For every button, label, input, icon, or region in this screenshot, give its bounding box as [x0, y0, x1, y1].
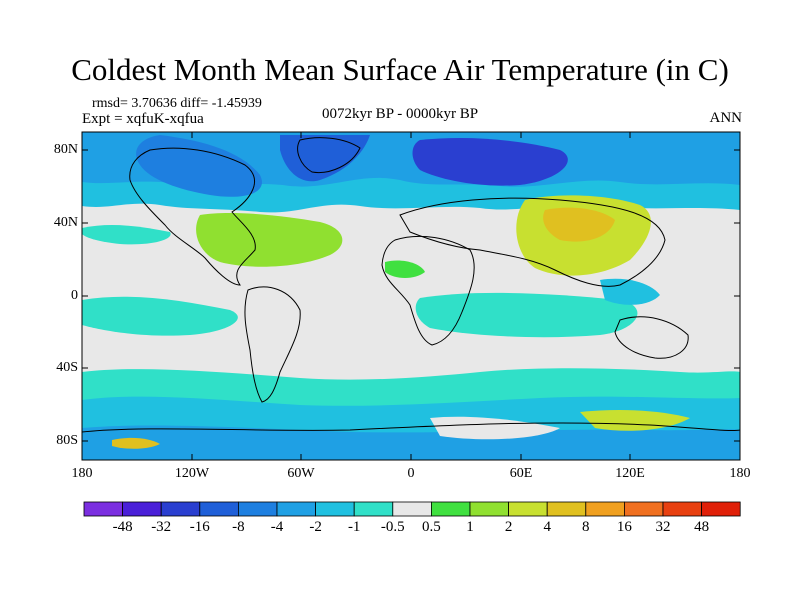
colorbar-box-5	[276, 501, 316, 517]
colorbar-label-13: 16	[616, 519, 632, 535]
experiment-label: Expt = xqfuK-xqfua	[82, 111, 204, 127]
axis-ticks	[81, 132, 741, 460]
north-america-warming	[196, 212, 343, 267]
greenland-outline	[297, 137, 361, 174]
colorbar-box-14	[624, 501, 664, 517]
lon-label-60w: 60W	[287, 466, 315, 481]
greenland-strong-cooling	[280, 135, 370, 182]
colorbar	[83, 501, 741, 517]
colorbar-label-14: 32	[655, 519, 671, 535]
colorbar-label-4: -4	[270, 519, 284, 535]
colorbar-label-12: 8	[582, 519, 590, 535]
colorbar-label-3: -8	[232, 519, 245, 535]
colorbar-box-12	[546, 501, 587, 517]
colorbar-box-11	[508, 501, 548, 517]
colorbar-box-6	[315, 501, 355, 517]
colorbar-label-11: 4	[543, 519, 551, 535]
antarctic-coast-cooling	[82, 425, 740, 460]
north-america-strong-cooling	[136, 135, 262, 197]
lat-label-40n: 40N	[53, 215, 78, 230]
colorbar-box-0	[83, 501, 123, 517]
lat-label-40s: 40S	[56, 360, 78, 375]
colorbar-label-0: -48	[112, 519, 133, 535]
colorbar-box-13	[585, 501, 625, 517]
colorbar-label-8: 0.5	[422, 519, 441, 535]
africa-outline	[381, 235, 475, 346]
asia-strong-warming	[543, 207, 615, 242]
map-title: Coldest Month Mean Surface Air Temperatu…	[71, 52, 729, 87]
south-america-outline	[244, 286, 301, 403]
colorbar-label-1: -32	[151, 519, 172, 535]
colorbar-label-5: -2	[309, 519, 322, 535]
lon-label-0: 0	[407, 466, 415, 481]
colorbar-label-6: -1	[347, 519, 361, 535]
lon-label-180e: 180	[729, 466, 751, 481]
eurasia-outline	[399, 197, 666, 287]
north-pacific-cooling-band	[82, 225, 171, 245]
lon-label-180w: 180	[71, 466, 93, 481]
colorbar-box-16	[701, 501, 741, 517]
sahel-warming	[385, 260, 425, 278]
lon-label-120e: 120E	[615, 466, 645, 481]
indian-ocean-cooling	[415, 292, 638, 338]
colorbar-label-15: 48	[694, 519, 710, 535]
colorbar-label-10: 2	[504, 519, 513, 535]
colorbar-box-9	[430, 501, 471, 517]
colorbar-label-2: -16	[189, 519, 210, 535]
antarctic-neutral-patch	[430, 416, 560, 440]
period-label: 0072kyr BP - 0000kyr BP	[321, 106, 479, 122]
colorbar-box-1	[122, 501, 162, 517]
season-label: ANN	[709, 110, 743, 126]
colorbar-box-4	[237, 501, 278, 517]
coastlines	[82, 137, 740, 433]
lat-label-80s: 80S	[56, 433, 78, 448]
colorbar-box-7	[353, 501, 394, 517]
temperature-field	[82, 132, 740, 460]
colorbar-box-8	[392, 501, 432, 517]
colorbar-box-2	[160, 501, 201, 517]
lon-label-120w: 120W	[174, 466, 210, 481]
eurasia-strong-cooling	[412, 138, 568, 186]
ross-ice-warming	[112, 437, 160, 449]
colorbar-box-10	[469, 501, 509, 517]
australia-outline	[614, 316, 689, 359]
colorbar-box-3	[199, 501, 239, 517]
colorbar-box-15	[662, 501, 702, 517]
colorbar-label-7: -0.5	[380, 519, 405, 535]
south-pacific-cooling-band	[82, 296, 238, 336]
lon-label-60e: 60E	[509, 466, 533, 481]
north-america-outline	[129, 147, 256, 286]
lat-label-0: 0	[71, 288, 78, 303]
lat-label-80n: 80N	[53, 142, 78, 157]
rmsd-diff-text: rmsd= 3.70636 diff= -1.45939	[92, 96, 262, 111]
antarctica-outline	[82, 422, 740, 433]
colorbar-label-9: 1	[466, 519, 474, 535]
maritime-continent-cooling	[600, 278, 660, 305]
